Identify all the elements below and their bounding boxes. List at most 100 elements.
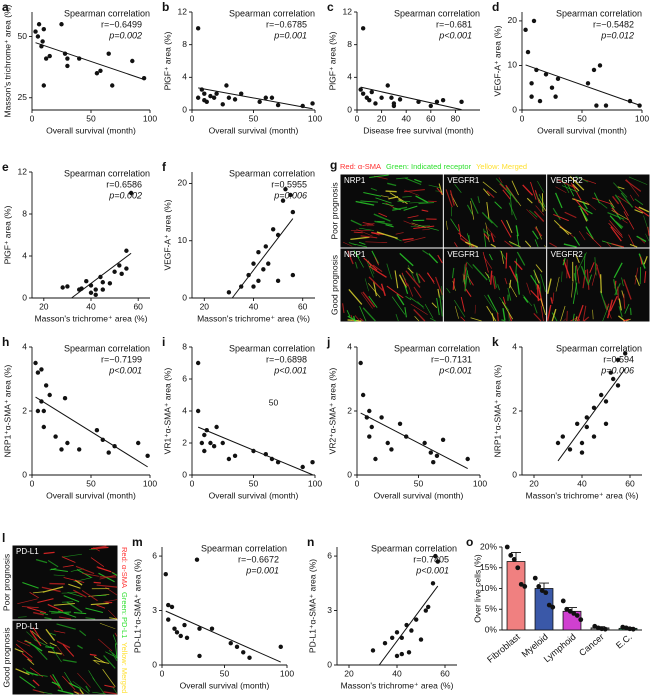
x-tick-label: 60 — [426, 113, 436, 123]
point — [369, 89, 374, 95]
fiber — [485, 225, 496, 238]
point — [567, 447, 573, 452]
y-tick-label: 8 — [182, 341, 187, 351]
fiber — [515, 225, 519, 237]
fiber — [396, 177, 409, 180]
point — [241, 650, 246, 655]
point — [88, 283, 94, 288]
fiber — [61, 601, 74, 603]
fiber — [576, 265, 580, 284]
point — [574, 613, 580, 618]
fiber — [504, 240, 513, 248]
fiber — [85, 685, 91, 692]
fiber — [97, 567, 115, 574]
fiber — [37, 598, 54, 604]
y-tick-label: 50 — [18, 31, 28, 41]
fiber — [364, 278, 370, 292]
fiber — [571, 279, 574, 298]
fiber — [574, 198, 589, 216]
fiber — [415, 195, 429, 204]
fiber — [609, 220, 623, 236]
fiber — [34, 646, 48, 661]
row-label: Good prognosis — [1, 627, 11, 687]
fiber — [68, 583, 81, 589]
fiber — [378, 212, 388, 218]
fiber — [638, 253, 646, 269]
point — [433, 553, 438, 559]
point — [220, 440, 225, 446]
point — [360, 26, 366, 31]
fiber — [470, 317, 482, 322]
panel-letter: d — [492, 0, 499, 14]
fiber — [431, 302, 438, 309]
stat-title: Spearman correlation — [394, 8, 480, 18]
x-tick-label: 20 — [377, 113, 387, 123]
fiber — [359, 317, 364, 322]
fiber — [365, 241, 388, 244]
fiber — [62, 553, 82, 558]
fiber — [499, 183, 508, 191]
x-tick-label: 50 — [220, 668, 230, 678]
fiber — [487, 294, 499, 315]
point — [280, 198, 286, 203]
trend-line — [35, 42, 145, 80]
fiber — [102, 669, 116, 687]
fiber — [493, 276, 497, 288]
micrograph — [547, 174, 650, 248]
point — [94, 71, 100, 76]
fiber — [398, 274, 407, 288]
y-tick-label: 4 — [347, 72, 352, 82]
x-tick-label: 60 — [440, 668, 450, 678]
fiber — [534, 227, 543, 237]
point — [41, 408, 46, 414]
point — [119, 271, 124, 277]
fiber — [368, 276, 384, 292]
fiber — [540, 298, 547, 316]
point — [529, 81, 534, 86]
point — [391, 103, 397, 109]
fiber — [628, 176, 648, 185]
fiber — [29, 629, 42, 647]
fiber — [105, 651, 118, 658]
point — [270, 227, 276, 232]
point — [269, 95, 275, 100]
point — [106, 51, 111, 56]
point — [555, 76, 561, 82]
fiber — [506, 219, 513, 234]
point — [599, 392, 604, 398]
point — [591, 405, 597, 410]
fiber — [634, 267, 639, 285]
point — [128, 190, 134, 196]
fiber — [647, 226, 650, 236]
legend-item: Green: PD-L1 — [120, 592, 129, 638]
fiber — [350, 219, 362, 226]
fiber — [373, 213, 391, 222]
fiber — [62, 659, 77, 663]
fiber — [77, 644, 83, 650]
fiber — [404, 236, 426, 243]
fiber — [74, 691, 80, 695]
panel-letter: m — [132, 535, 143, 549]
fiber — [562, 179, 570, 194]
stat-title: Spearman correlation — [229, 168, 315, 178]
fiber — [533, 312, 542, 322]
fiber — [481, 212, 493, 224]
fiber — [363, 191, 382, 197]
y-tick-label: 0 — [22, 292, 27, 302]
fiber — [460, 296, 466, 312]
point — [204, 428, 209, 433]
point — [59, 447, 64, 452]
fiber — [61, 556, 76, 563]
fiber — [360, 200, 378, 203]
fiber — [68, 682, 81, 690]
x-tick-label: 0 — [190, 113, 195, 123]
fiber — [73, 589, 87, 598]
fiber — [395, 314, 399, 322]
fiber — [603, 300, 612, 319]
x-tick-label: 0 — [30, 113, 35, 123]
x-tick-label: 0 — [520, 113, 525, 123]
fiber — [472, 263, 488, 281]
fiber — [489, 270, 493, 285]
fiber — [413, 308, 426, 322]
point — [199, 440, 205, 446]
